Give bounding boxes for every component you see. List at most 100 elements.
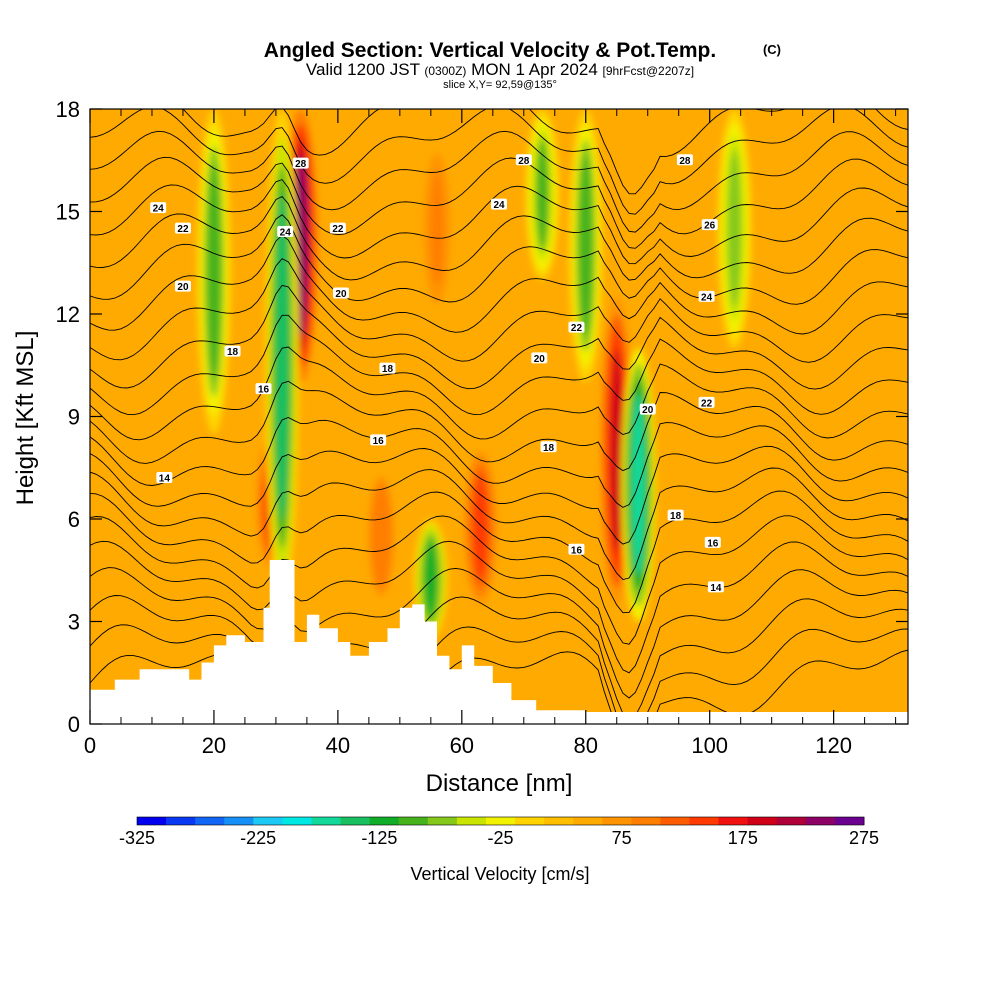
colorbar-swatch xyxy=(660,817,691,825)
contour-label-bg xyxy=(174,280,191,292)
colorbar-swatch xyxy=(718,817,749,825)
contour-label: 22 xyxy=(329,222,346,235)
contour-line xyxy=(90,417,908,508)
y-axis-title: Height [Kft MSL] xyxy=(12,331,39,506)
contour-label-text: 16 xyxy=(571,545,583,556)
contour-label: 24 xyxy=(491,198,507,211)
contour-label-bg xyxy=(531,352,548,364)
x-tick-label: 120 xyxy=(815,733,852,758)
colorbar-swatch xyxy=(631,817,661,825)
contour-label: 22 xyxy=(174,222,191,235)
contour-label-bg xyxy=(676,154,693,166)
contour-label-text: 22 xyxy=(571,323,583,334)
valid-prefix: Valid 1200 JST xyxy=(306,60,420,79)
contour-label-text: 20 xyxy=(642,405,654,416)
contour-label-text: 18 xyxy=(382,364,394,375)
colorbar-tick-label: 75 xyxy=(612,828,632,848)
contour-label: 20 xyxy=(332,287,349,300)
contour-label: 20 xyxy=(531,352,548,365)
contour-label: 16 xyxy=(704,536,721,549)
contour-line xyxy=(90,467,908,580)
plot-area: 14 16 18 20 22 24 24 28 22 20 18 16 24 28 22 20 18 16 20 18… xyxy=(90,109,908,724)
contour-label-bg xyxy=(150,202,167,214)
colorbar-swatch xyxy=(602,817,632,825)
contour-line xyxy=(90,130,908,233)
contour-label-text: 22 xyxy=(177,224,189,235)
y-tick-label: 9 xyxy=(68,405,80,430)
contour-label-text: 16 xyxy=(258,385,270,396)
velocity-feature-updraft-11 xyxy=(364,467,399,605)
x-tick-label: 20 xyxy=(202,733,226,758)
contour-line xyxy=(90,284,908,390)
contour-label-bg xyxy=(568,543,585,555)
contour-label: 18 xyxy=(540,441,557,454)
contour-label-text: 18 xyxy=(227,347,239,358)
contour-label: 26 xyxy=(701,219,718,232)
contour-label: 24 xyxy=(277,226,294,239)
velocity-feature-updraft-10 xyxy=(463,450,498,605)
contour-label-bg xyxy=(174,222,191,234)
contour-label-bg xyxy=(698,396,715,408)
contour-labels: 14 16 18 20 22 24 24 28 22 20 18 16 24 28 22 20 18 16 20 18… xyxy=(150,154,724,594)
contour-label-bg xyxy=(540,441,557,453)
x-tick-label: 80 xyxy=(574,733,598,758)
velocity-level xyxy=(727,149,741,308)
colorbar-swatch xyxy=(689,817,720,825)
contour-label-bg xyxy=(292,157,309,169)
y-tick-label: 0 xyxy=(68,712,80,737)
contour-label-bg xyxy=(515,154,532,166)
y-tick-label: 6 xyxy=(68,507,80,532)
colorbar-swatch xyxy=(311,817,342,825)
valid-utc: (0300Z) xyxy=(424,64,466,78)
colorbar-swatch xyxy=(485,817,516,825)
colorbar-swatch xyxy=(253,817,283,825)
contour-line xyxy=(90,346,908,441)
contour-label-bg xyxy=(698,290,715,302)
colorbar-frame xyxy=(136,816,865,826)
contour-line xyxy=(90,380,908,472)
contour-label-bg xyxy=(329,222,346,234)
colorbar-swatch xyxy=(427,817,458,825)
contour-line xyxy=(90,234,908,335)
contour-line xyxy=(90,109,908,215)
velocity-level xyxy=(207,163,221,379)
colorbar-title: Vertical Velocity [cm/s] xyxy=(410,864,589,884)
contour-label-bg xyxy=(639,403,656,415)
colorbar-swatch xyxy=(456,817,487,825)
contour-label: 28 xyxy=(676,154,693,167)
contour-label-text: 20 xyxy=(335,289,347,300)
contour-label-text: 24 xyxy=(280,228,292,239)
y-tick-label: 18 xyxy=(56,97,80,122)
valid-line: Valid 1200 JST (0300Z) MON 1 Apr 2024 [9… xyxy=(306,60,694,79)
contour-line xyxy=(90,156,908,249)
x-axis-title: Distance [nm] xyxy=(426,770,573,797)
contour-label-bg xyxy=(370,434,387,446)
contour-label-text: 28 xyxy=(679,156,691,167)
colorbar-swatch xyxy=(224,817,254,825)
contour-label-bg xyxy=(704,536,721,548)
colorbar-tick-label: -125 xyxy=(361,828,397,848)
colorbar-swatch xyxy=(398,817,429,825)
contour-label-bg xyxy=(224,345,241,357)
contour-label: 14 xyxy=(707,581,724,594)
y-tick-label: 15 xyxy=(56,200,80,225)
colorbar-swatch xyxy=(544,817,574,825)
contour-label: 16 xyxy=(255,383,272,396)
contour-line xyxy=(90,595,908,721)
velocity-level xyxy=(374,490,388,582)
colorbar-swatch xyxy=(282,817,312,825)
contour-label: 28 xyxy=(292,157,309,170)
contour-label-text: 16 xyxy=(707,538,719,549)
contour-label-text: 14 xyxy=(159,474,171,485)
contour-line xyxy=(90,258,908,363)
colorbar-swatch xyxy=(369,817,400,825)
contour-label: 24 xyxy=(698,290,715,303)
contour-label: 28 xyxy=(515,154,532,167)
contour-label-bg xyxy=(332,287,349,299)
colorbar-swatch xyxy=(340,817,371,825)
contour-label-text: 24 xyxy=(493,200,505,211)
velocity-level xyxy=(473,476,487,579)
contour-line xyxy=(90,567,908,699)
contour-label-bg xyxy=(568,321,585,333)
